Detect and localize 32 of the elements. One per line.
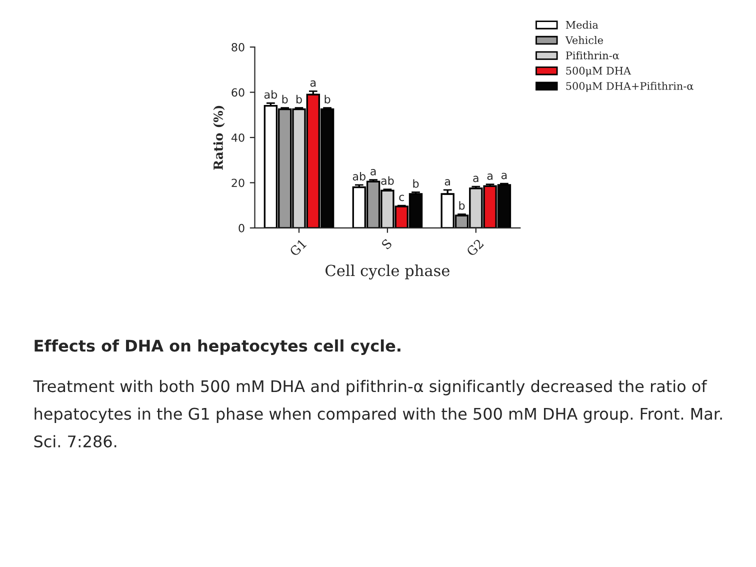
text: Effects of DHA on hepatocytes cell cycle. bbox=[34, 339, 400, 355]
legend-label: Vehicle bbox=[565, 36, 603, 44]
y-tick-label: 0 bbox=[238, 224, 244, 232]
data-label: a bbox=[501, 172, 507, 180]
x-tick-label: G2 bbox=[466, 238, 484, 257]
x-tick-label: S bbox=[381, 238, 392, 250]
data-label: a bbox=[444, 179, 450, 186]
data-label: c bbox=[399, 194, 404, 202]
data-label: b bbox=[296, 94, 302, 104]
y-tick-label: 60 bbox=[232, 88, 244, 97]
legend-label: 500μM DHA+Pifithrin-α bbox=[566, 82, 694, 92]
y-tick-label: 20 bbox=[232, 178, 244, 188]
data-label: a bbox=[310, 80, 316, 87]
data-label: a bbox=[473, 176, 478, 182]
data-label: b bbox=[459, 201, 465, 210]
data-label: ab bbox=[264, 90, 278, 99]
x-tick-label: G1 bbox=[289, 239, 307, 257]
data-label: ab bbox=[381, 176, 394, 185]
data-label: b bbox=[324, 94, 330, 104]
data-label: a bbox=[487, 174, 492, 180]
data-label: b bbox=[413, 179, 419, 188]
y-tick-label: 80 bbox=[232, 43, 244, 52]
y-tick-label: 40 bbox=[231, 133, 244, 142]
text: Treatment with both 500 mM DHA and pifithrin-α significantly decreased the ratio of hepatocytes in the G1 phase when compared with the 500 mM DHA group. Front. Mar. Sci. 7:286. bbox=[33, 380, 722, 448]
data-label: ab bbox=[352, 172, 366, 181]
legend-label: Pifithrin-α bbox=[566, 51, 620, 60]
x-axis-title: Cell cycle phase bbox=[326, 264, 450, 280]
legend-label: Media bbox=[566, 20, 598, 29]
y-axis-title: Ratio (%) bbox=[213, 106, 225, 170]
data-label: b bbox=[282, 94, 288, 104]
data-label: a bbox=[370, 168, 376, 176]
legend-label: 500μM DHA bbox=[566, 66, 632, 77]
